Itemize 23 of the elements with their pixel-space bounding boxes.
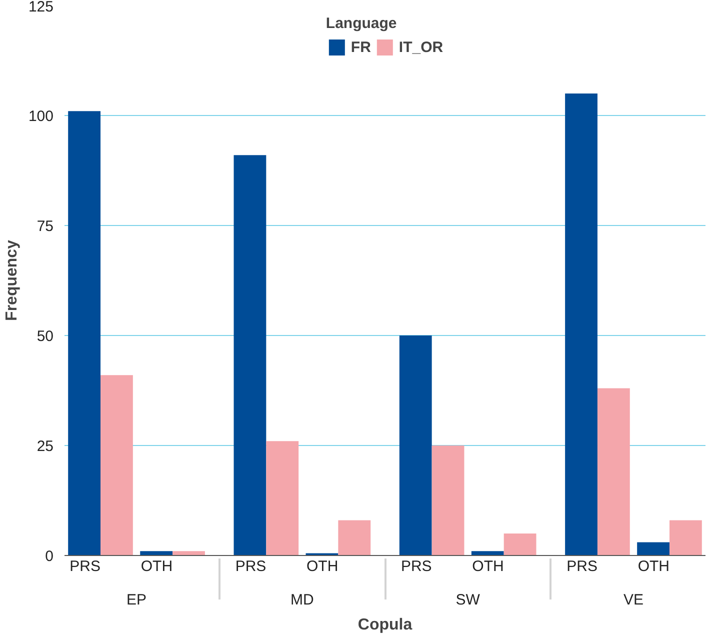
x-tick-label: PRS bbox=[70, 558, 101, 575]
x-tick-label: PRS bbox=[400, 558, 432, 575]
y-tick-label: 50 bbox=[36, 328, 54, 345]
x-tick-label: OTH bbox=[140, 558, 173, 575]
text: VE bbox=[623, 592, 644, 608]
x-tick-label: OTH bbox=[638, 558, 670, 575]
text: SW bbox=[456, 592, 481, 608]
y-tick-label: 75 bbox=[36, 218, 54, 235]
text: EP bbox=[126, 592, 147, 608]
y-tick-label: 125 bbox=[28, 0, 54, 16]
x-tick-label: PRS bbox=[566, 558, 598, 575]
y-tick-label: 100 bbox=[28, 108, 54, 125]
y-tick-label: 0 bbox=[45, 548, 54, 565]
text: MD bbox=[290, 592, 314, 608]
legend-label: FR bbox=[350, 38, 371, 56]
y-tick-label: 25 bbox=[36, 438, 54, 455]
x-tick-label: OTH bbox=[306, 558, 338, 575]
y-axis-title: Frequency bbox=[3, 240, 20, 321]
x-axis-title: Copula bbox=[358, 616, 412, 634]
legend-title: Language bbox=[326, 15, 398, 32]
x-tick-label: OTH bbox=[472, 558, 504, 575]
x-tick-label: PRS bbox=[235, 558, 266, 575]
legend-label: IT_OR bbox=[398, 38, 444, 56]
